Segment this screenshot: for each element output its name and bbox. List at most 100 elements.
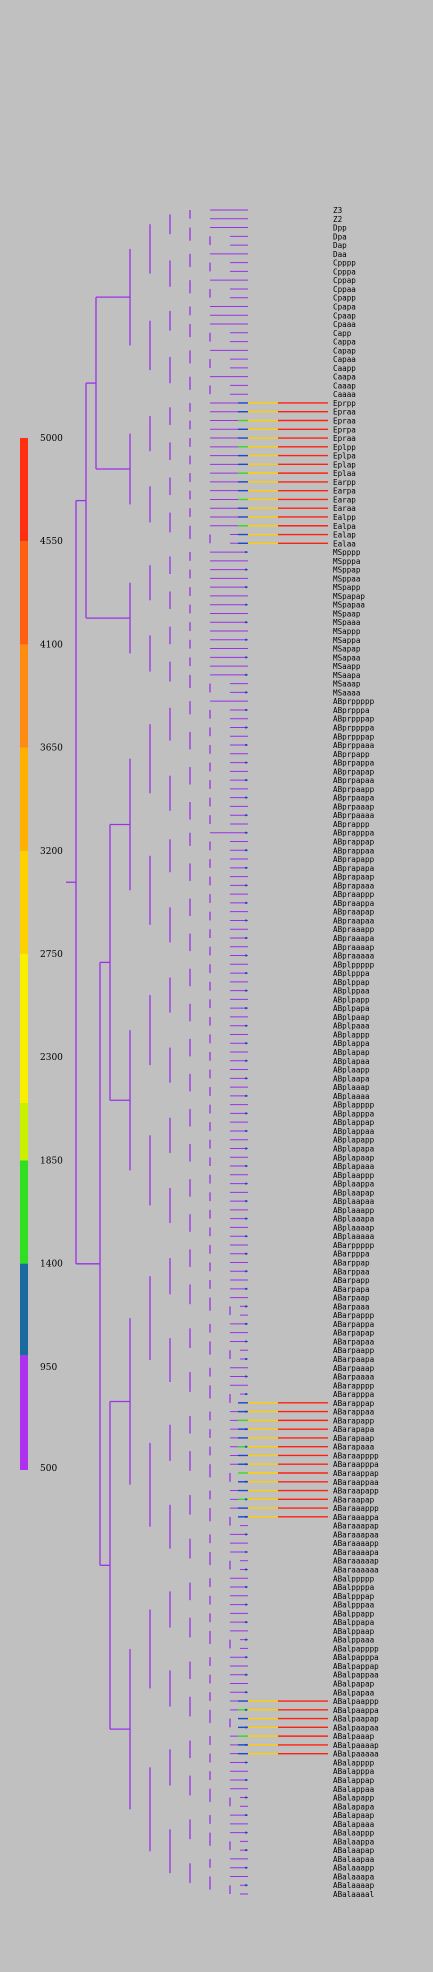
leaf-label: Dpa	[333, 232, 347, 241]
leaf-label: ABplapaap	[333, 1153, 375, 1162]
leaf-label: ABprapaap	[333, 873, 375, 882]
leaf-label: ABalaapap	[333, 1846, 375, 1855]
leaf-label: MSpapap	[333, 592, 365, 601]
colorbar-tick-label: 3200	[40, 847, 63, 857]
division-marker	[244, 1164, 248, 1168]
leaf-label: ABalpappap	[333, 1662, 379, 1671]
division-marker	[244, 1866, 248, 1869]
leaf-label: ABalpapppa	[333, 1653, 379, 1662]
division-marker	[244, 814, 248, 817]
leaf-label: Dpp	[333, 224, 347, 233]
division-marker	[244, 1410, 248, 1413]
leaf-label: ABalpaappa	[333, 1706, 379, 1715]
division-marker	[244, 1445, 248, 1448]
division-marker	[244, 656, 248, 659]
leaf-label: Eprpa	[333, 425, 356, 434]
leaf-label: ABaraaaaap	[333, 1557, 379, 1566]
leaf-label: ABalapaaa	[333, 1820, 374, 1829]
leaf-label: ABalppppp	[333, 1574, 375, 1583]
leaf-label: ABpraapaa	[333, 916, 374, 925]
division-marker	[244, 1340, 248, 1343]
division-marker	[244, 1585, 248, 1589]
leaf-label: ABprappaa	[333, 846, 374, 855]
division-marker	[244, 831, 248, 834]
leaf-label: ABarappaa	[333, 1408, 374, 1417]
leaf-label: Epraa	[333, 417, 356, 426]
leaf-label: ABarpapap	[333, 1329, 375, 1338]
leaf-label: ABpraaapp	[333, 925, 375, 934]
leaf-label: ABplaapaa	[333, 1197, 374, 1206]
leaf-label: ABplppap	[333, 978, 370, 987]
colorbar-tick-label: 3650	[40, 744, 63, 754]
leaf-label: Cpaaa	[333, 320, 356, 329]
leaf-label: ABprppppp	[333, 697, 375, 706]
leaf-label: ABaraaaapp	[333, 1539, 379, 1548]
leaf-label: ABaraaappp	[333, 1504, 379, 1513]
division-marker	[244, 1656, 248, 1659]
division-marker	[244, 884, 248, 887]
leaf-label: ABaraaapaa	[333, 1530, 379, 1539]
leaf-label: ABplaaap	[333, 1083, 370, 1092]
leaf-label: MSappa	[333, 636, 360, 645]
leaf-label: ABalapapa	[333, 1802, 374, 1811]
division-marker	[244, 603, 248, 606]
leaf-label: Dap	[333, 241, 347, 250]
colorbar-segment	[20, 747, 28, 851]
leaf-label: ABarpaapp	[333, 1346, 375, 1355]
leaf-label: ABplapap	[333, 1048, 370, 1057]
colorbar-tick-label: 950	[40, 1363, 57, 1373]
leaf-label: Cpapa	[333, 302, 356, 311]
leaf-label: ABprpppap	[333, 732, 375, 741]
leaf-label: MSaapa	[333, 671, 360, 680]
leaf-label: Capp	[333, 329, 352, 338]
leaf-label: Epraa	[333, 434, 356, 443]
leaf-label: ABalppppa	[333, 1583, 374, 1592]
leaf-label: Caapp	[333, 364, 356, 373]
division-marker	[244, 1849, 248, 1852]
division-marker	[244, 936, 248, 940]
leaf-label: ABplpaaa	[333, 1022, 370, 1031]
leaf-label: ABpraappa	[333, 899, 374, 908]
division-marker	[244, 1708, 248, 1711]
leaf-label: ABpraaapa	[333, 934, 374, 943]
leaf-label: ABplaaapa	[333, 1215, 374, 1224]
leaf-label: ABalaaaap	[333, 1881, 375, 1890]
leaf-label: ABalppaaa	[333, 1636, 374, 1645]
leaf-label: ABplapaa	[333, 1057, 370, 1066]
leaf-label: Caapa	[333, 373, 356, 382]
division-marker	[244, 1007, 248, 1010]
leaf-label: MSppap	[333, 566, 361, 575]
leaf-label: ABprapaaa	[333, 881, 374, 890]
leaf-label: Cpaap	[333, 311, 356, 320]
leaf-label: ABplpppa	[333, 969, 370, 978]
colorbar-segment	[20, 644, 28, 748]
leaf-label: ABalapppp	[333, 1758, 375, 1767]
leaf-label: ABprpaapp	[333, 785, 375, 794]
leaf-label: MSpaap	[333, 609, 361, 618]
leaf-label: ABprpaapa	[333, 794, 374, 803]
leaf-label: Caaap	[333, 381, 356, 390]
colorbar-segment	[20, 1103, 28, 1161]
leaf-label: ABarpaap	[333, 1294, 370, 1303]
division-marker	[244, 971, 248, 975]
division-marker	[244, 1533, 248, 1536]
leaf-label: ABpraappp	[333, 890, 375, 899]
leaf-label: Cpppp	[333, 259, 356, 268]
leaf-label: Z2	[333, 215, 342, 224]
division-marker	[244, 1743, 248, 1746]
leaf-label: Cpapp	[333, 294, 356, 303]
division-marker	[244, 1217, 248, 1220]
leaf-label: ABalaappa	[333, 1837, 374, 1846]
division-marker	[244, 1498, 248, 1501]
division-marker	[244, 1322, 248, 1325]
leaf-label: ABalpapppp	[333, 1644, 379, 1653]
leaf-label: ABarpaaa	[333, 1302, 370, 1311]
division-marker	[244, 1673, 248, 1676]
colorbar-segment	[20, 541, 28, 645]
leaf-label: ABprpapp	[333, 750, 370, 759]
leaf-label: ABarappap	[333, 1399, 375, 1408]
leaf-label: ABarpapa	[333, 1285, 370, 1294]
leaf-label: ABprpppa	[333, 706, 370, 715]
leaf-label: ABalappap	[333, 1776, 375, 1785]
